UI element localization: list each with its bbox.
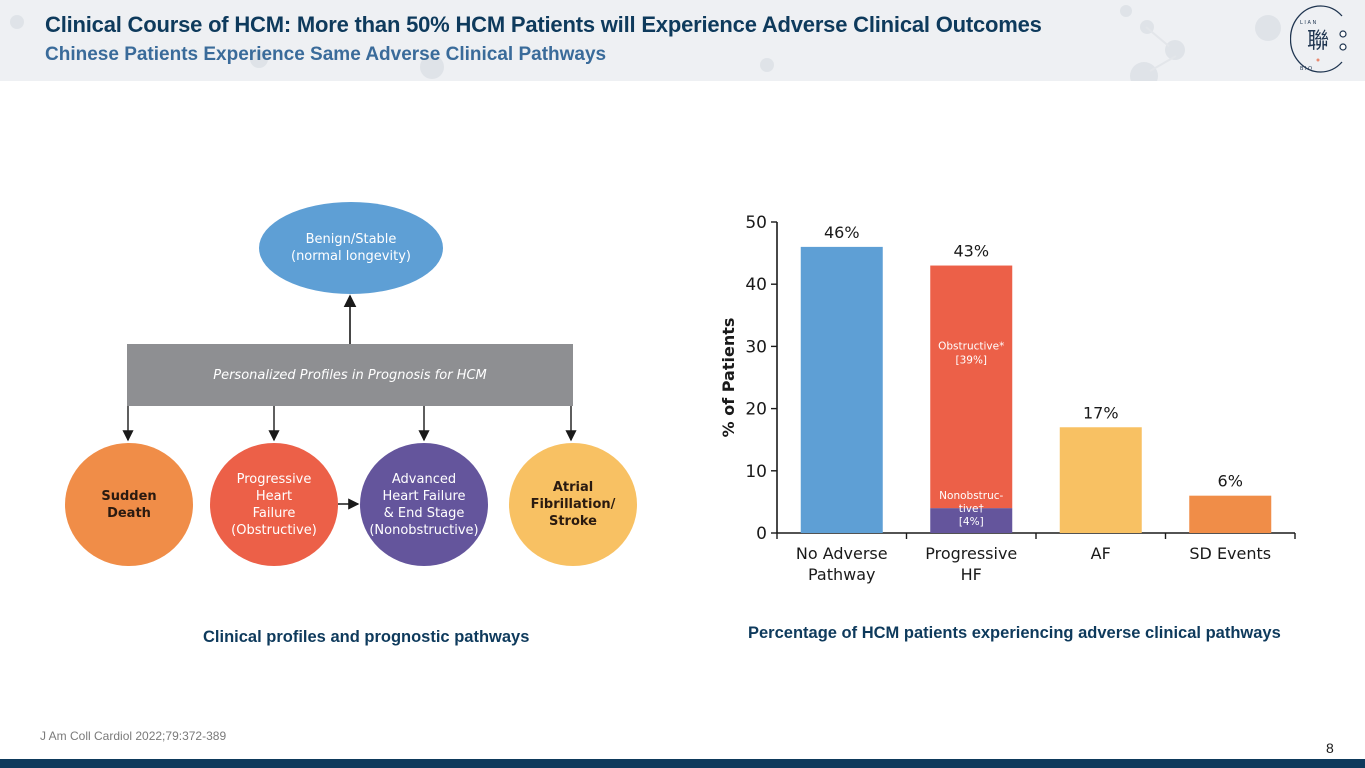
bar	[800, 246, 883, 533]
segment-label-obstructive: Obstructive*	[938, 340, 1004, 352]
footer-bar	[0, 759, 1365, 768]
personalized-profiles-box: Personalized Profiles in Prognosis for H…	[127, 344, 573, 406]
node-progressive-hf: Progressive Heart Failure (Obstructive)	[210, 443, 338, 566]
node-label: Atrial	[552, 480, 594, 495]
logo-glyph: 聯	[1307, 29, 1329, 54]
segment-label-nonobstructive: Nonobstruc-	[939, 490, 1003, 502]
node-label: (Obstructive)	[231, 522, 317, 538]
node-af-stroke: Atrial Fibrillation/ Stroke	[509, 443, 637, 566]
adverse-pathways-bar-chart: 0 10 20 30 40 50 % of Patients 46% No Adverse Pat…	[719, 213, 1296, 584]
node-label: Sudden	[101, 488, 157, 504]
node-label: Stroke	[548, 514, 598, 529]
x-category-label: Progressive	[925, 544, 1017, 563]
svg-text:L I A N: L I A N	[1300, 20, 1316, 26]
y-tick-label: 30	[745, 337, 767, 357]
slide-subtitle: Chinese Patients Experience Same Adverse…	[45, 44, 607, 65]
node-label: Death	[107, 505, 151, 521]
segment-label-nonobstructive: [4%]	[959, 516, 984, 528]
segment-label-obstructive: [39%]	[955, 354, 987, 366]
node-label: Heart	[255, 488, 293, 504]
bar	[1059, 427, 1142, 533]
bar-value-label: 46%	[824, 223, 860, 242]
x-category-label: SD Events	[1189, 544, 1271, 563]
bar-value-label: 6%	[1218, 472, 1243, 491]
x-category-label: Pathway	[808, 565, 876, 584]
node-label: Benign/Stable	[305, 232, 397, 247]
decorative-molecule	[1120, 5, 1132, 17]
lianbio-logo-icon: 聯 L I A N B I O	[1290, 5, 1347, 73]
bar-value-label: 43%	[953, 242, 989, 261]
decorative-molecule	[10, 15, 24, 29]
chart-caption: Percentage of HCM patients experiencing …	[748, 624, 1281, 642]
slide-title: Clinical Course of HCM: More than 50% HC…	[45, 12, 1042, 37]
decorative-molecule	[420, 55, 444, 79]
node-label: Advanced	[391, 471, 457, 487]
y-tick-label: 10	[745, 462, 767, 482]
x-category-label: No Adverse	[796, 544, 888, 563]
node-label: (normal longevity)	[291, 249, 411, 264]
bar-segment-obstructive	[930, 265, 1013, 509]
decorative-molecule	[250, 50, 268, 68]
slide-header: Clinical Course of HCM: More than 50% HC…	[0, 0, 1365, 81]
prognosis-flow-diagram: Benign/Stable (normal longevity) Persona…	[60, 195, 660, 575]
svg-text:B I O: B I O	[1300, 66, 1312, 72]
y-tick-label: 50	[745, 213, 767, 233]
y-tick-label: 20	[745, 400, 767, 420]
x-category-label: AF	[1091, 544, 1111, 563]
diagram-caption: Clinical profiles and prognostic pathway…	[203, 628, 530, 646]
bar-segment-nonobstructive	[930, 508, 1013, 533]
y-axis-label: % of Patients	[719, 318, 738, 438]
segment-label-nonobstructive: tive†	[959, 503, 984, 515]
node-label: Progressive	[236, 471, 312, 487]
decorative-molecule	[760, 58, 774, 72]
node-label: Heart Failure	[382, 488, 466, 504]
decorative-link	[1145, 26, 1170, 48]
y-tick-label: 0	[756, 524, 767, 544]
node-label: & End Stage	[383, 505, 465, 521]
citation: J Am Coll Cardiol 2022;79:372-389	[40, 729, 227, 743]
decorative-molecule	[1255, 15, 1281, 41]
node-advanced-hf: Advanced Heart Failure & End Stage (Nono…	[360, 443, 488, 566]
decorative-link	[1149, 55, 1177, 72]
node-label: Fibrillation/	[530, 497, 616, 512]
decorative-molecule	[1165, 40, 1185, 60]
x-category-label: HF	[961, 565, 982, 584]
bar-value-label: 17%	[1083, 403, 1119, 422]
node-sudden-death: Sudden Death	[65, 443, 193, 566]
node-label: (Nonobstructive)	[369, 522, 479, 538]
page-number: 8	[1326, 740, 1334, 756]
node-benign-stable: Benign/Stable (normal longevity)	[259, 202, 443, 294]
node-label: Failure	[252, 505, 296, 521]
bar	[1189, 495, 1272, 533]
diagram-arrows	[122, 294, 577, 510]
decorative-molecule	[1130, 62, 1158, 81]
y-tick-label: 40	[745, 275, 767, 295]
